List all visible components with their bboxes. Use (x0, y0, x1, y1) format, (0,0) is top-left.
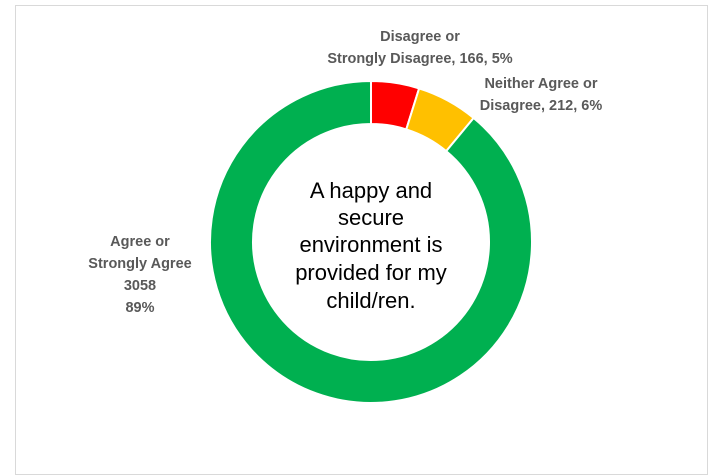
center-text: A happy and secure environment is provid… (295, 178, 447, 313)
center-text-line-3: environment is (299, 232, 442, 257)
data-label-disagree: Disagree or Strongly Disagree, 166, 5% (327, 29, 512, 67)
data-label-neither-line-2: Disagree, 212, 6% (480, 98, 603, 114)
data-label-disagree-line-2: Strongly Disagree, 166, 5% (327, 51, 512, 67)
data-label-agree-line-3: 3058 (124, 278, 156, 294)
slice-agree (209, 79, 533, 404)
center-text-line-2: secure (338, 205, 404, 230)
center-text-line-4: provided for my (295, 260, 447, 285)
center-text-line-5: child/ren. (326, 288, 415, 313)
data-label-agree: Agree or Strongly Agree 3058 89% (88, 234, 191, 316)
data-label-agree-line-4: 89% (125, 300, 154, 316)
data-label-agree-line-1: Agree or (110, 234, 170, 250)
data-label-agree-line-2: Strongly Agree (88, 256, 191, 272)
slices (209, 79, 533, 404)
data-label-neither-line-1: Neither Agree or (484, 76, 597, 92)
data-label-disagree-line-1: Disagree or (380, 29, 460, 45)
doughnut-chart: A happy and secure environment is provid… (88, 29, 603, 404)
center-text-line-1: A happy and (310, 178, 432, 203)
data-label-neither: Neither Agree or Disagree, 212, 6% (480, 76, 603, 114)
